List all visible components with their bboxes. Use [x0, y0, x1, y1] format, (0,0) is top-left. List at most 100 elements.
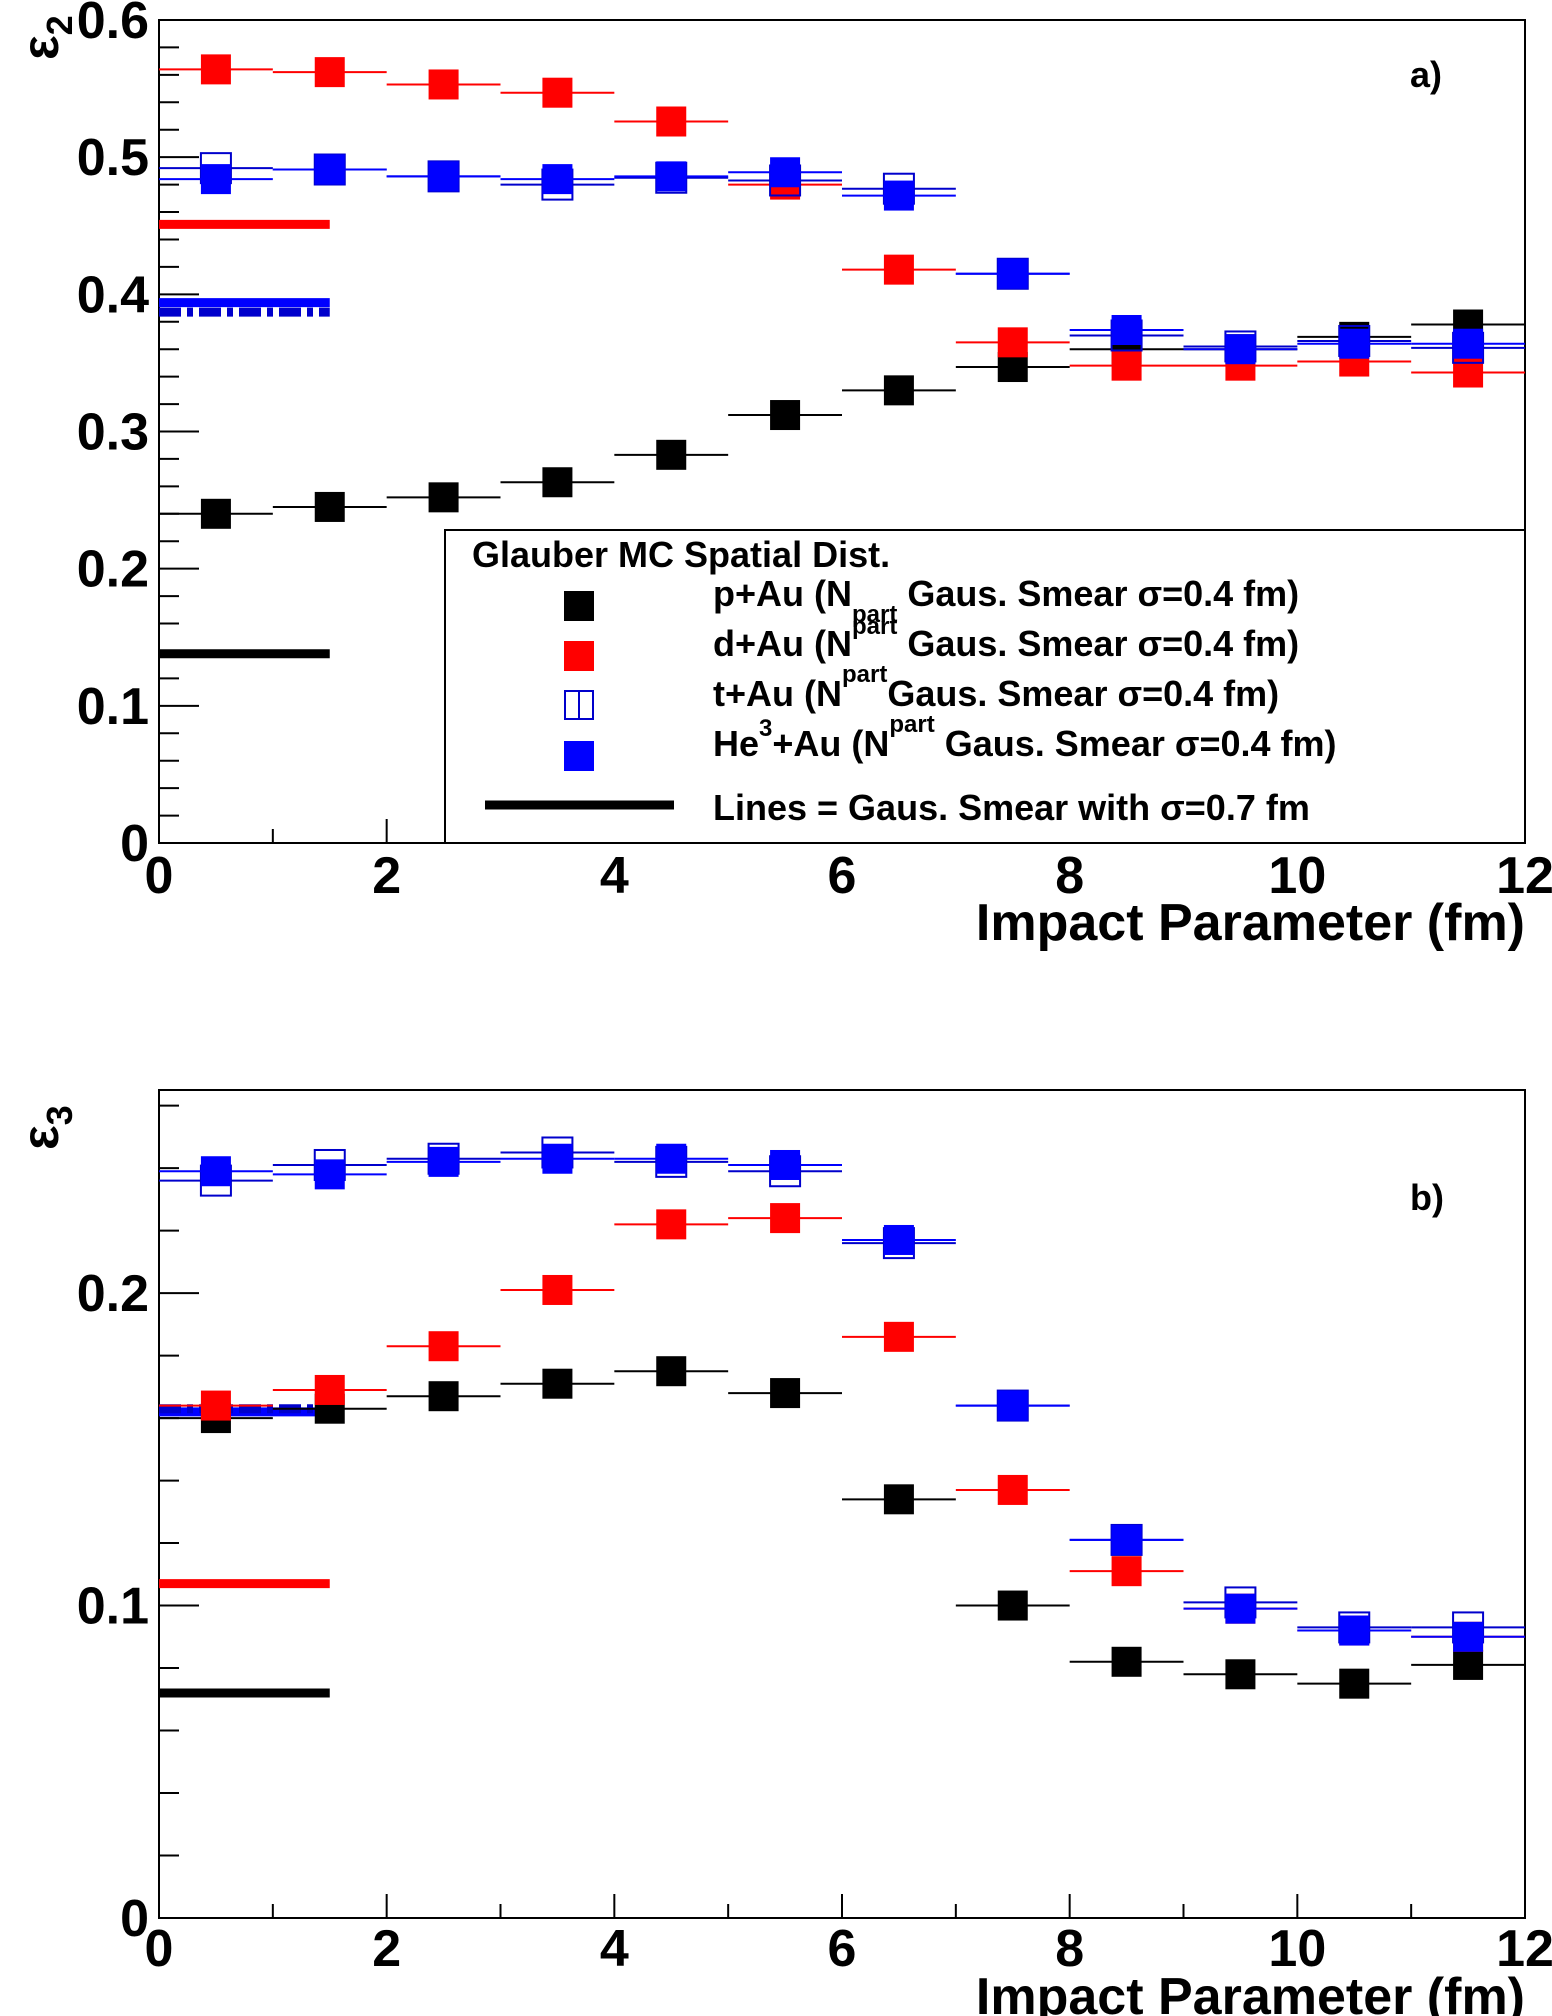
x-tick-label: 8: [1055, 847, 1084, 905]
x-axis-title-b: Impact Parameter (fm): [976, 1968, 1525, 2016]
x-tick-label: 8: [1055, 1920, 1084, 1978]
x-tick-label: 12: [1496, 1920, 1552, 1978]
data-point-p-au: [770, 1378, 801, 1409]
y-axis-title-a: ε2: [12, 15, 80, 60]
y-tick-label: 0.2: [77, 541, 149, 599]
data-point-d-au: [428, 1331, 459, 1362]
x-tick-label: 2: [372, 1920, 401, 1978]
x-tick-label: 4: [600, 1920, 629, 1978]
data-point-p-au: [542, 1368, 573, 1399]
data-point-he3-au: [314, 1159, 345, 1190]
data-point-he3-au: [314, 154, 345, 185]
y-tick-label: 0.2: [77, 1265, 149, 1323]
data-point-he3-au: [1225, 334, 1256, 365]
data-point-p-au: [1111, 1646, 1142, 1677]
x-tick-label: 12: [1496, 847, 1552, 905]
legend-entry-d-au: d+Au (Npart Gaus. Smear σ=0.4 fm): [713, 613, 1299, 664]
data-point-he3-au: [200, 164, 231, 195]
y-axis-symbol-b: ε: [12, 1125, 70, 1150]
y-axis-subscript-b: 3: [39, 1105, 80, 1125]
data-point-d-au: [314, 57, 345, 88]
data-point-d-au: [883, 254, 914, 285]
data-point-he3-au: [656, 161, 687, 192]
y-tick-label: 0.5: [77, 129, 149, 187]
data-point-d-au: [314, 1374, 345, 1405]
x-tick-label: 0: [145, 1920, 174, 1978]
svg-text:ε3: ε3: [12, 1105, 80, 1150]
data-point-he3-au: [1339, 328, 1370, 359]
legend: Glauber MC Spatial Dist. p+Au (Npart Gau…: [444, 529, 1526, 844]
legend-marker-he3-au: [564, 741, 594, 771]
y-axis-symbol-a: ε: [12, 35, 70, 60]
data-point-p-au: [883, 1484, 914, 1515]
data-point-he3-au: [542, 164, 573, 195]
data-point-p-au: [656, 1356, 687, 1387]
data-point-d-au: [997, 1474, 1028, 1505]
data-point-p-au: [883, 375, 914, 406]
legend-entry-t-au: t+Au (NpartGaus. Smear σ=0.4 fm): [713, 661, 1279, 714]
axis-ticks-b: 0 2 4 6 8 10 12 0 0.1 0.2: [77, 1104, 1552, 1978]
data-point-d-au: [200, 1390, 231, 1421]
data-point-he3-au: [200, 1156, 231, 1187]
legend-title: Glauber MC Spatial Dist.: [472, 534, 890, 575]
data-point-d-au: [883, 1321, 914, 1352]
data-point-p-au: [656, 439, 687, 470]
data-point-d-au: [542, 77, 573, 108]
data-point-he3-au: [428, 1146, 459, 1177]
data-point-he3-au: [770, 157, 801, 188]
data-point-d-au: [997, 327, 1028, 358]
y-axis-title-b: ε3: [12, 1105, 80, 1150]
data-point-d-au: [428, 69, 459, 100]
data-point-d-au: [1111, 1556, 1142, 1587]
y-tick-label: 0: [120, 1890, 149, 1948]
data-point-p-au: [428, 482, 459, 513]
y-tick-label: 0: [120, 815, 149, 873]
legend-entry-p-au: p+Au (Npart Gaus. Smear σ=0.4 fm): [713, 573, 1299, 628]
data-point-he3-au: [1339, 1615, 1370, 1646]
panel-label-a: a): [1410, 54, 1442, 95]
data-point-he3-au: [883, 1224, 914, 1255]
reference-lines-b: [159, 1404, 330, 1698]
data-point-he3-au: [656, 1143, 687, 1174]
data-point-he3-au: [1225, 1593, 1256, 1624]
y-axis-subscript-a: 2: [39, 15, 80, 35]
data-point-he3-au: [1111, 314, 1142, 345]
data-point-p-au: [1225, 1659, 1256, 1690]
data-point-he3-au: [997, 258, 1028, 289]
data-point-he3-au: [1111, 1524, 1142, 1555]
data-point-he3-au: [428, 161, 459, 192]
data-point-p-au: [542, 467, 573, 498]
data-point-he3-au: [1453, 1621, 1484, 1652]
panel-a: 0 2 4 6 8 10 12 0 0.1 0.2 0.3 0.4 0.5 0.6 a) Impact P…: [12, 0, 1552, 952]
x-tick-label: 6: [828, 847, 857, 905]
x-tick-label: 10: [1268, 1920, 1326, 1978]
data-point-d-au: [200, 54, 231, 85]
legend-marker-p-au: [564, 591, 594, 621]
y-tick-label: 0.1: [77, 678, 149, 736]
y-tick-label: 0.6: [77, 0, 149, 50]
data-point-p-au: [997, 1590, 1028, 1621]
data-point-he3-au: [1453, 328, 1484, 359]
data-point-he3-au: [997, 1390, 1028, 1421]
panel-label-b: b): [1410, 1177, 1444, 1218]
reference-lines-a: [159, 219, 330, 659]
data-point-he3-au: [883, 180, 914, 211]
x-tick-label: 4: [600, 847, 629, 905]
data-point-d-au: [1111, 350, 1142, 381]
data-point-p-au: [1339, 1668, 1370, 1699]
data-point-d-au: [770, 1203, 801, 1234]
y-tick-label: 0.3: [77, 404, 149, 462]
x-tick-label: 0: [145, 847, 174, 905]
x-tick-label: 10: [1268, 847, 1326, 905]
x-axis-title-a: Impact Parameter (fm): [976, 894, 1525, 952]
data-markers-b: [159, 1136, 1525, 1699]
data-point-d-au: [656, 1209, 687, 1240]
data-point-p-au: [1453, 1649, 1484, 1680]
svg-text:ε2: ε2: [12, 15, 80, 60]
data-point-p-au: [770, 400, 801, 431]
data-markers-a: [159, 54, 1525, 529]
data-point-d-au: [542, 1274, 573, 1305]
legend-entry-lines: Lines = Gaus. Smear with σ=0.7 fm: [713, 787, 1310, 828]
x-tick-label: 6: [828, 1920, 857, 1978]
